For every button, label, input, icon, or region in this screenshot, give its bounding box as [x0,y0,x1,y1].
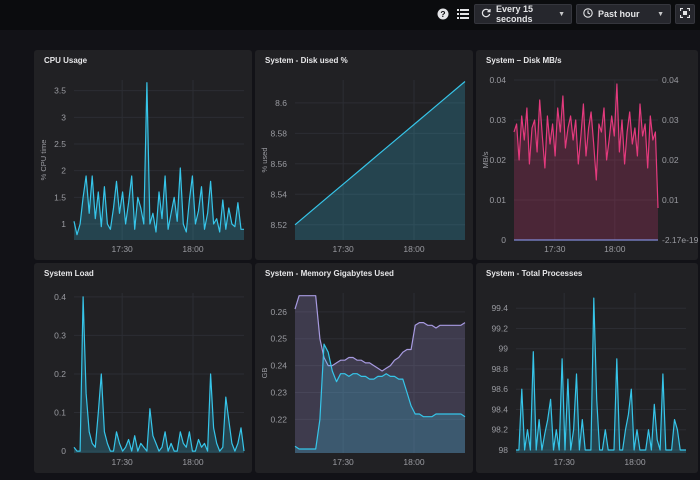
y-tick-label: 1 [61,219,66,229]
y-tick-label: 99.2 [491,323,508,333]
y-axis-label: % used [260,147,269,172]
series-line-1 [294,343,466,450]
refresh-interval-dropdown[interactable]: Every 15 seconds ▼ [474,4,572,24]
series-area-0 [295,295,465,453]
help-circle-icon[interactable]: ? [436,5,450,23]
y-tick-label: 3.5 [54,86,66,96]
y-tick-label: 0.24 [270,361,287,371]
y-tick-label: 3 [61,112,66,122]
y-tick-label: 0.02 [489,155,506,165]
right-y-tick-label: -2.17e-19 [662,235,698,245]
y-tick-label: 0 [61,446,66,456]
x-tick-label: 17:30 [554,457,576,467]
y-tick-label: 8.52 [270,220,287,230]
x-tick-label: 18:00 [604,244,626,254]
y-tick-label: 2 [61,166,66,176]
x-tick-label: 17:30 [112,244,134,254]
y-tick-label: 0.25 [270,334,287,344]
y-tick-label: 0.4 [54,292,66,302]
panel-disk-used: 8.52 8.54 8.56 8.58 8.6 17:30 18:00 % used Syst… [255,50,473,260]
chart-disk-used: 8.52 8.54 8.56 8.58 8.6 17:30 18:00 % used [260,80,466,254]
x-tick-label: 18:00 [403,244,425,254]
panel-title: System Load [44,269,94,278]
x-tick-label: 17:30 [544,244,566,254]
x-tick-label: 17:30 [333,244,355,254]
fullscreen-button[interactable] [675,4,695,24]
y-tick-label: 0.23 [270,387,287,397]
x-tick-label: 18:00 [624,457,646,467]
series-area-0 [74,82,244,240]
list-icon[interactable] [456,5,470,23]
y-tick-label: 0.04 [489,75,506,85]
svg-text:?: ? [440,9,445,19]
y-tick-label: 0.01 [489,195,506,205]
y-tick-label: 1.5 [54,192,66,202]
chevron-down-icon: ▼ [657,10,664,18]
chart-processes: 98 98.2 98.4 98.6 98.8 99 99.2 99.4 17:30 18:00 [491,293,687,467]
y-tick-label: 0.22 [270,414,287,424]
refresh-icon [481,8,491,20]
series-area-0 [295,81,465,240]
panel-title: System - Memory Gigabytes Used [265,269,394,278]
x-tick-label: 18:00 [182,457,204,467]
y-axis-label: GB [260,368,269,379]
y-tick-label: 8.56 [270,159,287,169]
y-tick-label: 98.6 [491,384,508,394]
x-tick-label: 18:00 [403,457,425,467]
panel-cpu-usage: 1 1.5 2 2.5 3 3.5 17:30 18:00 % CPU time CPU Usa… [34,50,252,260]
y-tick-label: 0.3 [54,330,66,340]
series-area-0 [516,298,686,453]
panel-system-load: 0 0.1 0.2 0.3 0.4 17:30 18:00 System Load [34,263,252,473]
x-tick-label: 17:30 [333,457,355,467]
right-y-tick-label: 0.01 [662,195,679,205]
y-tick-label: 99.4 [491,303,508,313]
y-tick-label: 98.4 [491,404,508,414]
y-tick-label: 0.03 [489,115,506,125]
panel-total-processes: 98 98.2 98.4 98.6 98.8 99 99.2 99.4 17:30 18:00 S… [476,263,698,473]
y-tick-label: 98 [499,445,509,455]
chevron-down-icon: ▼ [558,10,565,18]
chart-memory: 0.22 0.23 0.24 0.25 0.26 17:30 18:00 GB [260,293,466,467]
panel-title: CPU Usage [44,56,88,65]
top-toolbar: ? Every 15 seconds ▼ Past hour ▼ [0,0,700,30]
y-tick-label: 98.8 [491,364,508,374]
series-area-0 [514,84,658,240]
series-area-0 [74,296,244,453]
y-tick-label: 98.2 [491,425,508,435]
panel-disk-mbs: 0 0.01 0.02 0.03 0.04 -2.17e-19 0.01 0.02 0.03 0.… [476,50,698,260]
y-tick-label: 8.6 [275,98,287,108]
panel-title: System - Disk used % [265,56,348,65]
y-tick-label: 8.58 [270,128,287,138]
y-tick-label: 8.54 [270,189,287,199]
y-tick-label: 0.26 [270,307,287,317]
y-tick-label: 0.2 [54,369,66,379]
y-tick-label: 0.1 [54,408,66,418]
chart-cpu: 1 1.5 2 2.5 3 3.5 17:30 18:00 % CPU time [39,80,245,254]
x-tick-label: 17:30 [112,457,134,467]
y-tick-label: 2.5 [54,139,66,149]
series-area-1 [295,344,465,453]
x-tick-label: 18:00 [182,244,204,254]
right-y-tick-label: 0.03 [662,115,679,125]
clock-icon [583,8,593,20]
time-range-label: Past hour [598,9,640,19]
time-range-picker[interactable]: Past hour ▼ [576,4,671,24]
y-tick-label: 99 [499,344,509,354]
right-y-tick-label: 0.04 [662,75,679,85]
series-line-0 [516,297,686,451]
right-y-tick-label: 0.02 [662,155,679,165]
refresh-interval-label: Every 15 seconds [496,4,534,24]
chart-disk-mbs: 0 0.01 0.02 0.03 0.04 -2.17e-19 0.01 0.02 0.03 0.… [481,75,698,254]
y-axis-label: MB/s [481,151,490,168]
panel-title: System - Total Processes [486,269,583,278]
panel-memory-used: 0.22 0.23 0.24 0.25 0.26 17:30 18:00 GB System … [255,263,473,473]
chart-load: 0 0.1 0.2 0.3 0.4 17:30 18:00 [54,292,245,467]
panel-title: System – Disk MB/s [486,56,562,65]
y-tick-label: 0 [501,235,506,245]
y-axis-label: % CPU time [39,140,48,181]
fullscreen-icon [679,7,691,20]
